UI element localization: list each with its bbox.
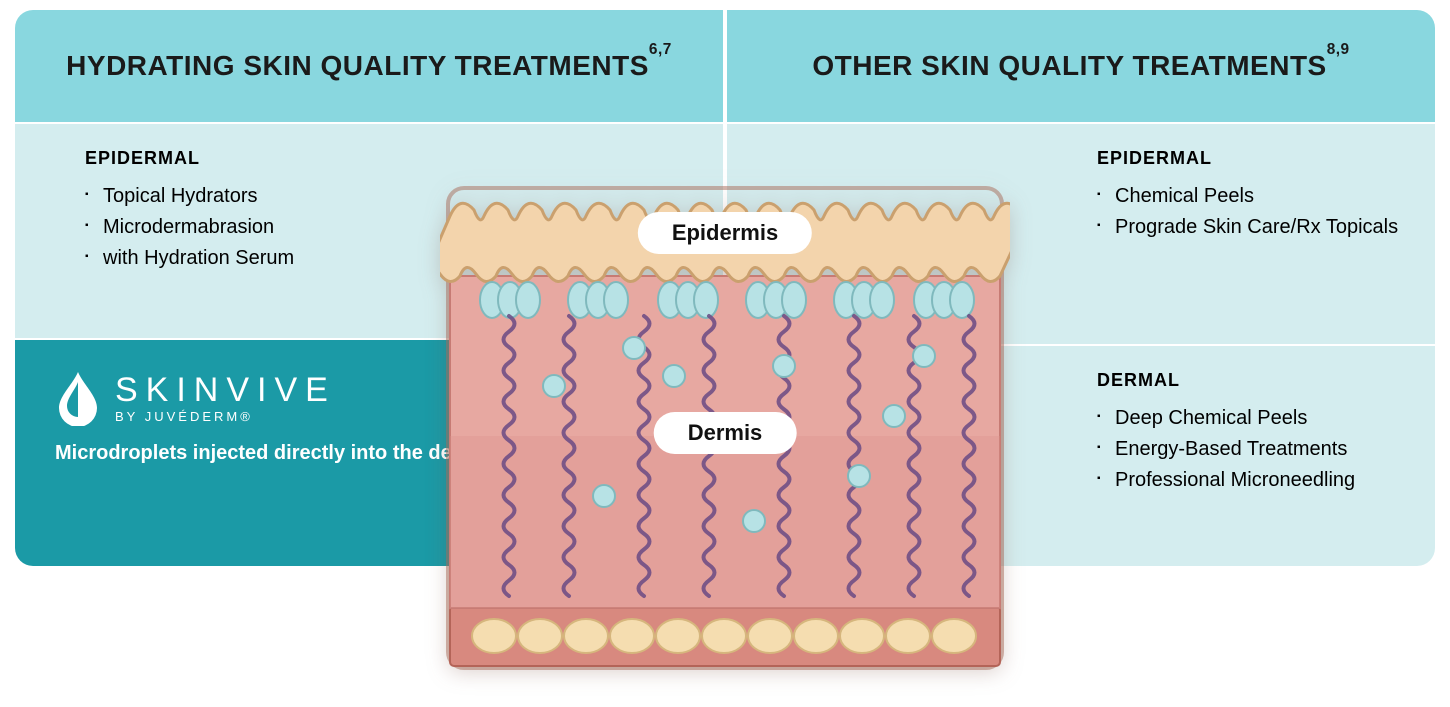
right-header-sup: 8,9 (1327, 41, 1350, 58)
left-header-text: HYDRATING SKIN QUALITY TREATMENTS (66, 50, 649, 81)
droplet-icon (55, 370, 101, 426)
epidermis-label: Epidermis (638, 212, 812, 254)
brand-tagline-text: Microdroplets injected directly into the… (55, 442, 494, 464)
list-item: Professional Microneedling (1097, 465, 1435, 496)
right-header: OTHER SKIN QUALITY TREATMENTS8,9 (727, 10, 1435, 122)
right-epidermal-list: Chemical Peels Prograde Skin Care/Rx Top… (1097, 181, 1435, 243)
brand-name: SKINVIVE (115, 373, 336, 407)
list-item: Deep Chemical Peels (1097, 403, 1435, 434)
left-header: HYDRATING SKIN QUALITY TREATMENTS6,7 (15, 10, 723, 122)
right-dermal-title: DERMAL (1097, 370, 1435, 391)
left-epidermal-title: EPIDERMAL (85, 148, 723, 169)
right-dermal-list: Deep Chemical Peels Energy-Based Treatme… (1097, 403, 1435, 496)
left-header-sup: 6,7 (649, 41, 672, 58)
right-header-text: OTHER SKIN QUALITY TREATMENTS (812, 50, 1326, 81)
list-item: Chemical Peels (1097, 181, 1435, 212)
right-epidermal-title: EPIDERMAL (1097, 148, 1435, 169)
dermis-label: Dermis (654, 412, 797, 454)
list-item: Energy-Based Treatments (1097, 434, 1435, 465)
brand-subtitle: BY JUVÉDERM® (115, 409, 336, 424)
list-item: Prograde Skin Care/Rx Topicals (1097, 212, 1435, 243)
